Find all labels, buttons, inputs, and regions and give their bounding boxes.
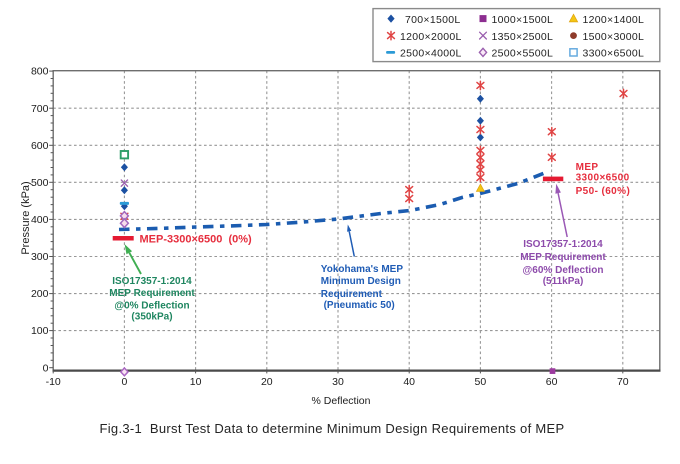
svg-text:700×1500L: 700×1500L [405,14,461,26]
svg-text:40: 40 [403,376,415,388]
svg-text:Pressure (kPa): Pressure (kPa) [20,181,32,254]
svg-text:200: 200 [31,288,49,300]
svg-text:50: 50 [475,376,487,388]
svg-text:3300×6500: 3300×6500 [576,172,630,183]
svg-text:400: 400 [31,214,49,226]
svg-text:ISO17357-1:2014: ISO17357-1:2014 [112,276,192,287]
svg-text:MEP-3300×6500 (0%): MEP-3300×6500 (0%) [140,233,253,245]
svg-text:(350kPa): (350kPa) [131,312,172,323]
svg-text:Minimum Design: Minimum Design [321,276,401,287]
svg-text:2500×4000L: 2500×4000L [400,48,462,60]
svg-text:800: 800 [31,66,49,78]
svg-text:@60% Deflection: @60% Deflection [523,265,604,276]
svg-text:1200×1400L: 1200×1400L [583,14,645,26]
svg-text:1200×2000L: 1200×2000L [400,31,462,43]
svg-text:Yokohama's MEP: Yokohama's MEP [321,264,404,275]
svg-text:10: 10 [190,376,202,388]
svg-text:MEP Requirement: MEP Requirement [520,252,606,263]
svg-text:1350×2500L: 1350×2500L [492,31,554,43]
svg-text:MEP: MEP [576,162,599,173]
svg-text:Fig.3-1 Burst Test Data to de: Fig.3-1 Burst Test Data to determine Min… [100,421,565,436]
svg-text:20: 20 [261,376,273,388]
svg-text:(511kPa): (511kPa) [543,276,584,287]
svg-text:ISO17357-1:2014: ISO17357-1:2014 [523,239,603,250]
svg-text:(Pneumatic 50): (Pneumatic 50) [321,300,395,311]
svg-text:@0% Deflection: @0% Deflection [114,300,189,311]
svg-text:MEP Requirement: MEP Requirement [109,288,195,299]
svg-text:700: 700 [31,103,49,115]
svg-text:30: 30 [332,376,344,388]
svg-text:0: 0 [121,376,127,388]
svg-text:1000×1500L: 1000×1500L [492,14,554,26]
svg-text:0: 0 [43,362,49,374]
svg-text:500: 500 [31,177,49,189]
svg-text:600: 600 [31,140,49,152]
svg-text:3300×6500L: 3300×6500L [583,48,645,60]
svg-text:1500×3000L: 1500×3000L [583,31,645,43]
svg-text:300: 300 [31,251,49,263]
svg-text:P50- (60%): P50- (60%) [576,186,631,197]
svg-text:Requirement: Requirement [321,289,383,300]
svg-text:% Deflection: % Deflection [312,395,371,407]
svg-text:60: 60 [546,376,558,388]
svg-text:2500×5500L: 2500×5500L [492,48,554,60]
svg-text:70: 70 [617,376,629,388]
svg-text:-10: -10 [46,376,61,388]
svg-text:100: 100 [31,325,49,337]
